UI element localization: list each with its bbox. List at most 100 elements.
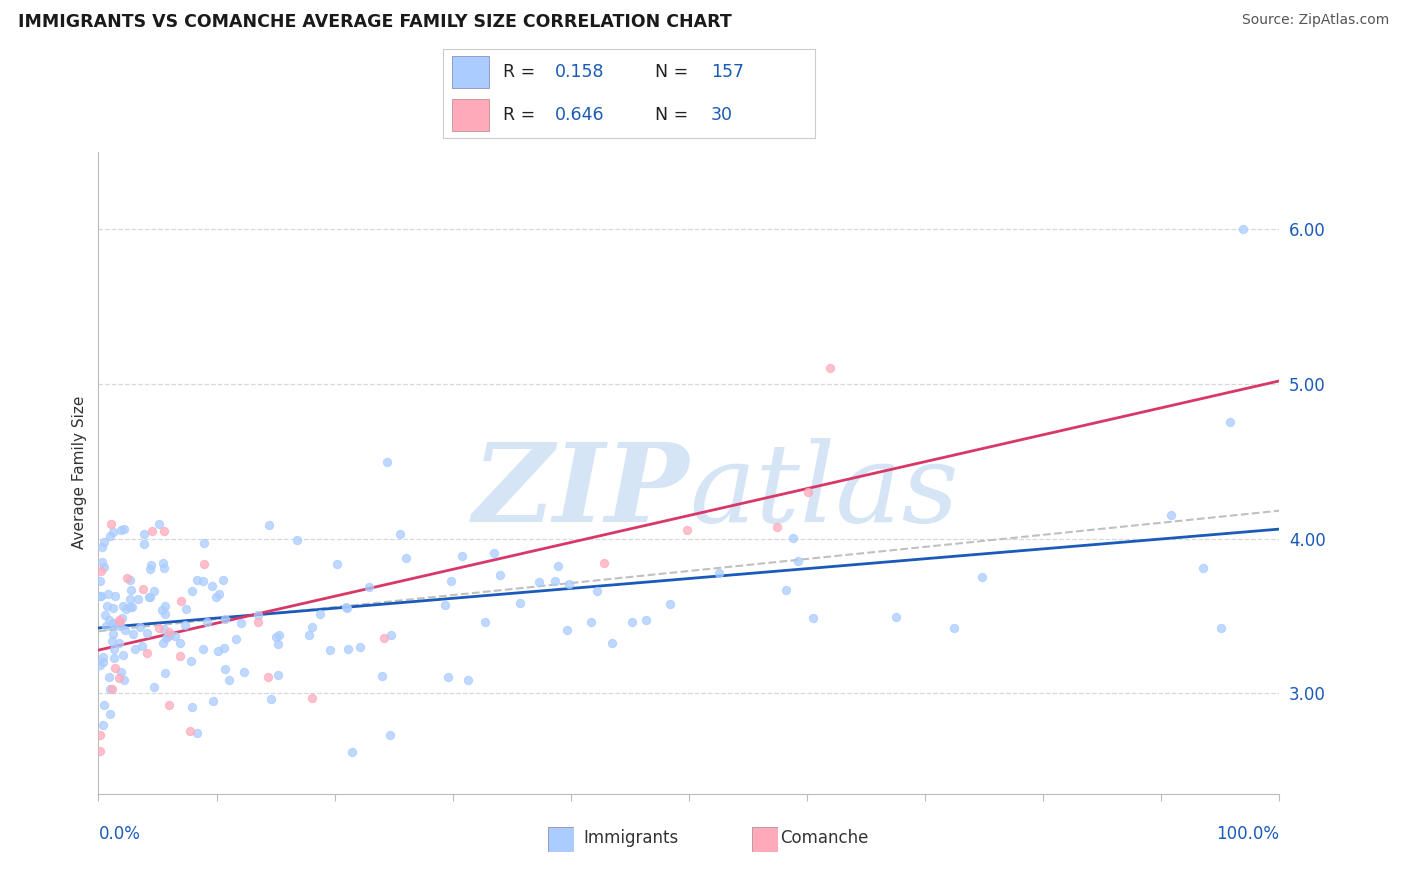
Point: [1219, 416, 1241, 430]
Point: [267, 628, 290, 642]
Text: ZIP: ZIP: [472, 438, 689, 546]
Point: [128, 620, 150, 634]
Point: [138, 590, 160, 604]
Point: [134, 536, 156, 550]
Point: [91, 650, 114, 665]
Point: [152, 556, 174, 570]
Point: [96, 599, 118, 613]
Point: [169, 635, 191, 649]
Point: [340, 745, 363, 759]
Point: [139, 558, 162, 572]
Point: [150, 603, 173, 617]
Point: [193, 536, 215, 550]
Point: [134, 527, 156, 541]
Point: [155, 632, 177, 646]
Point: [225, 632, 247, 647]
Point: [121, 599, 143, 614]
Point: [335, 599, 357, 614]
Point: [267, 637, 290, 651]
Point: [818, 361, 841, 376]
Point: [775, 582, 797, 597]
Point: [380, 728, 402, 742]
Point: [482, 546, 505, 560]
Point: [380, 628, 402, 642]
Point: [308, 607, 330, 622]
Text: 0.158: 0.158: [554, 63, 605, 81]
Text: N =: N =: [655, 63, 695, 81]
Point: [193, 642, 215, 657]
Text: IMMIGRANTS VS COMANCHE AVERAGE FAMILY SIZE CORRELATION CHART: IMMIGRANTS VS COMANCHE AVERAGE FAMILY SI…: [18, 13, 733, 31]
Point: [101, 626, 124, 640]
Point: [169, 594, 191, 608]
Point: [100, 634, 122, 648]
Point: [529, 574, 551, 589]
Text: 157: 157: [711, 63, 744, 81]
Point: [152, 636, 174, 650]
Y-axis label: Average Family Size: Average Family Size: [72, 396, 87, 549]
Point: [371, 669, 394, 683]
Point: [884, 609, 907, 624]
Point: [214, 612, 236, 626]
Point: [159, 625, 181, 640]
Point: [103, 651, 125, 665]
Point: [90, 555, 112, 569]
Point: [782, 531, 804, 545]
Point: [301, 691, 323, 706]
Point: [118, 591, 141, 606]
Text: R =: R =: [502, 106, 540, 124]
Point: [174, 602, 197, 616]
Point: [101, 600, 124, 615]
Point: [165, 629, 187, 643]
Point: [658, 598, 681, 612]
Point: [326, 557, 349, 571]
Bar: [453, 99, 489, 131]
Point: [765, 520, 787, 534]
Point: [621, 615, 644, 629]
Point: [93, 534, 115, 549]
Point: [89, 589, 111, 603]
Point: [260, 692, 283, 706]
Point: [389, 527, 412, 541]
Point: [301, 620, 323, 634]
Point: [214, 662, 236, 676]
Point: [94, 619, 117, 633]
Point: [373, 631, 395, 645]
Point: [111, 599, 134, 613]
Text: atlas: atlas: [689, 438, 959, 546]
Point: [207, 644, 229, 658]
Point: [148, 517, 170, 532]
Point: [107, 671, 129, 685]
Point: [186, 574, 208, 588]
Point: [101, 682, 124, 697]
Point: [266, 668, 288, 682]
Point: [257, 669, 280, 683]
Point: [120, 583, 142, 598]
Point: [128, 592, 150, 607]
Point: [942, 621, 965, 635]
Point: [214, 641, 236, 656]
Point: [169, 649, 191, 664]
Point: [155, 607, 177, 622]
Point: [337, 641, 360, 656]
Point: [186, 726, 208, 740]
Point: [110, 615, 132, 629]
Point: [180, 584, 202, 599]
Point: [159, 628, 181, 642]
Point: [103, 642, 125, 657]
Point: [118, 573, 141, 587]
Point: [108, 618, 131, 632]
Point: [357, 580, 380, 594]
Point: [218, 673, 240, 687]
Text: Immigrants: Immigrants: [583, 830, 679, 847]
Point: [148, 621, 170, 635]
Point: [104, 661, 127, 675]
Point: [101, 616, 124, 631]
Point: [101, 524, 124, 539]
Point: [1211, 621, 1233, 635]
Point: [457, 673, 479, 688]
Point: [93, 698, 115, 713]
Point: [191, 574, 214, 589]
Point: [212, 574, 235, 588]
Point: [111, 648, 134, 662]
Point: [122, 627, 145, 641]
